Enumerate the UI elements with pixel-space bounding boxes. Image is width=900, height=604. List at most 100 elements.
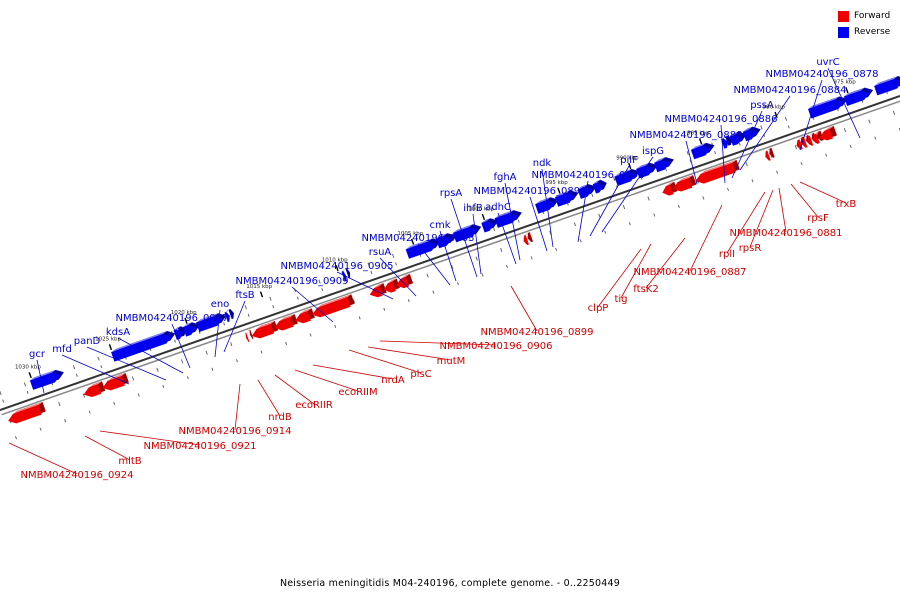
leader-line	[620, 243, 652, 299]
gene-label-pand: panD	[74, 336, 167, 381]
tick-mark	[296, 296, 299, 300]
tick-mark	[604, 230, 607, 234]
gene-top-face	[729, 131, 739, 137]
scale-tick	[845, 87, 849, 94]
gene-label: NMBM04240196_0914	[179, 426, 292, 437]
tick-mark	[156, 367, 159, 372]
gene-top-face	[721, 135, 728, 140]
gene-top-face	[387, 278, 397, 284]
leader-line	[689, 204, 723, 272]
tick-mark	[794, 145, 797, 150]
leader-line	[450, 198, 478, 278]
tick-mark	[64, 419, 67, 423]
gene-label: rsuA	[369, 247, 392, 258]
tick-mark	[186, 376, 189, 380]
gene-label: NMBM04240196_0917	[116, 313, 229, 324]
gene-depth	[527, 232, 533, 243]
gene-label: panD	[74, 336, 101, 347]
gene-label-nmbm04240196-0909: NMBM04240196_0909	[236, 276, 349, 323]
tick-mark	[493, 228, 496, 232]
tick-mark	[868, 119, 871, 124]
gene-label-nmbm04240196-0899: NMBM04240196_0899	[481, 285, 593, 338]
gene-body	[481, 221, 495, 233]
tick-mark	[75, 373, 78, 377]
gene-label: rpsA	[440, 188, 463, 199]
tick-mark	[776, 170, 778, 174]
gene-body	[29, 372, 60, 390]
tick-mark	[352, 299, 356, 304]
scale-label: 975 kbp	[833, 80, 856, 86]
gene-label-nrdb: nrdB	[257, 379, 292, 423]
leader-line	[799, 181, 847, 204]
gene-label-gcr: gcr	[29, 349, 46, 394]
forward-gene-arrow	[523, 232, 533, 246]
gene-label: tig	[614, 294, 627, 305]
gene-body	[742, 129, 757, 142]
gene-top-face	[636, 162, 650, 169]
leader-line	[589, 165, 630, 237]
tick-mark	[745, 162, 748, 167]
gene-label-ecoriim: ecoRIIM	[294, 369, 378, 398]
gene-body	[808, 99, 844, 119]
reverse-gene-arrow	[224, 309, 234, 323]
gene-label: NMBM04240196_0887	[634, 267, 747, 278]
gene-body	[83, 384, 102, 397]
gene-label-nmbm04240196-0903: NMBM04240196_0903	[362, 233, 474, 286]
gene-body	[592, 182, 603, 194]
tick-mark	[285, 341, 288, 346]
tick-mark	[247, 313, 250, 317]
gene-label-nmbm04240196-0888: NMBM04240196_0888	[630, 130, 742, 185]
scale-label: 1015 kbp	[246, 284, 272, 290]
leader-line	[417, 243, 451, 286]
tick-mark	[367, 262, 370, 267]
scale-label: 980 kbp	[763, 104, 786, 110]
gene-top-face	[874, 76, 898, 86]
gene-body	[369, 286, 383, 298]
tick-mark	[677, 204, 680, 209]
gene-label-nmbm04240196-0884: NMBM04240196_0884	[734, 85, 847, 171]
gene-label: NMBM04240196_0909	[236, 276, 349, 287]
scale-label: 995 kbp	[545, 180, 568, 186]
gene-body	[383, 281, 396, 293]
gene-label: NMBM04240196_0884	[734, 85, 847, 96]
leader-line	[726, 191, 766, 254]
gene-body	[721, 138, 729, 149]
gene-label: mltB	[118, 456, 141, 467]
gene-top-face	[300, 308, 312, 314]
scale-tick	[335, 264, 339, 272]
reverse-gene-arrow	[729, 131, 747, 146]
leader-line	[99, 430, 201, 446]
leader-line	[379, 340, 497, 346]
scale-tick	[628, 162, 632, 170]
tick-mark	[113, 401, 116, 406]
gene-label-rpsa: rpsA	[440, 188, 478, 278]
gene-label-fgha: fghA	[493, 172, 521, 261]
gene-label-mutm: mutM	[367, 346, 466, 367]
tick-mark	[181, 359, 184, 364]
leader-line	[541, 168, 554, 248]
tick-mark	[370, 270, 373, 275]
gene-label: eno	[211, 299, 230, 310]
tick-mark	[689, 159, 692, 163]
gene-label: mutM	[437, 356, 466, 367]
tick-mark	[309, 333, 312, 337]
tick-mark	[15, 436, 17, 440]
tick-mark	[451, 265, 454, 270]
tick-mark	[598, 213, 601, 218]
leader-line	[749, 189, 774, 248]
tick-mark	[874, 136, 877, 140]
gene-top-face	[317, 294, 352, 308]
gene-body	[494, 213, 518, 228]
gene-body	[274, 317, 294, 331]
scale-tick	[774, 111, 778, 118]
gene-label: ftsB	[235, 290, 254, 301]
leader-line	[61, 354, 130, 385]
leader-line	[367, 346, 452, 361]
reverse-gene-arrow	[808, 96, 848, 119]
gene-label-nmbm04240196-0914: NMBM04240196_0914	[179, 383, 292, 437]
tick-mark	[647, 196, 650, 201]
gene-label-nmbm04240196-0894: NMBM04240196_0894	[532, 170, 644, 243]
gene-top-face	[224, 309, 231, 313]
gene-body	[807, 135, 814, 146]
